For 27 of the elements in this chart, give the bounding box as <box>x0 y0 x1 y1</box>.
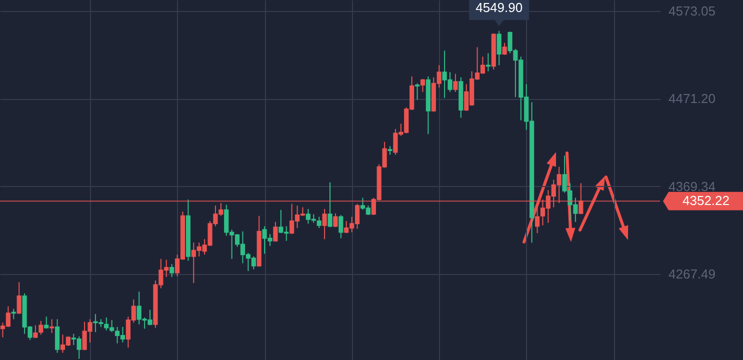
candlestick <box>333 212 338 228</box>
candlestick <box>38 320 44 336</box>
candlestick <box>50 318 54 334</box>
candlestick <box>273 221 278 242</box>
candlestick <box>420 78 426 92</box>
candlestick <box>338 214 344 239</box>
y-tick-label: 4267.49 <box>668 266 716 282</box>
y-tick-label: 4369.34 <box>668 178 716 194</box>
candlestick <box>453 73 458 92</box>
candlestick <box>170 264 174 278</box>
annotation: 4549.90 <box>476 0 523 15</box>
candlestick <box>54 318 60 354</box>
candlestick <box>502 42 507 56</box>
candlestick <box>486 52 490 72</box>
candlestick <box>11 308 16 320</box>
candlestick <box>44 316 49 330</box>
ref-line-label: 4352.22 <box>682 193 730 208</box>
candlestick <box>414 82 420 100</box>
candlestick <box>33 324 38 339</box>
candlestick <box>322 208 327 240</box>
candlestick <box>16 282 22 315</box>
candlestick <box>496 30 502 66</box>
y-tick-label: 4573.05 <box>668 3 716 18</box>
candlestick <box>534 204 540 234</box>
candlestick <box>328 182 332 228</box>
y-tick-label: 4471.20 <box>668 91 716 106</box>
candlestick <box>316 216 322 228</box>
